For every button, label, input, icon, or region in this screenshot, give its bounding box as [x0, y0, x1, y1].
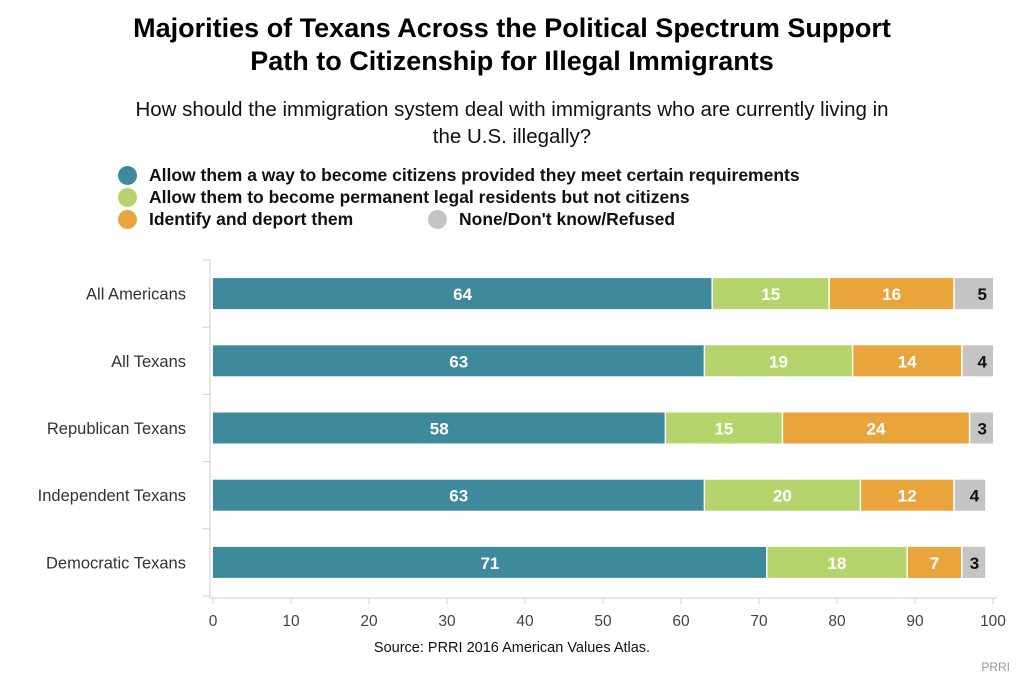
category-label: Republican Texans [47, 420, 186, 438]
bar-segment [213, 479, 705, 511]
x-tick-label: 70 [750, 613, 768, 630]
category-label: All Texans [111, 353, 186, 371]
category-label: Democratic Texans [46, 554, 186, 572]
category-label: Independent Texans [38, 487, 186, 505]
source-note: Source: PRRI 2016 American Values Atlas. [373, 640, 651, 656]
bar-value-label: 4 [970, 487, 980, 506]
bar-value-label: 3 [978, 420, 987, 439]
bar-segment [766, 546, 908, 578]
x-tick-label: 60 [672, 613, 690, 630]
legend-swatch-deport [118, 210, 137, 229]
bar-value-label: 19 [769, 352, 788, 371]
bar-segment [961, 546, 986, 578]
x-tick-label: 30 [438, 613, 456, 630]
bar-value-label: 15 [761, 285, 780, 304]
bar-segment [704, 345, 853, 377]
legend-label-residency: Allow them to become permanent legal res… [149, 187, 690, 207]
bar-segment [829, 278, 954, 310]
bar-value-label: 20 [773, 487, 792, 506]
legend-swatch-residency [118, 188, 137, 207]
legend-item-deport: Identify and deport them [118, 209, 353, 230]
bar-segment [213, 546, 767, 578]
x-tick-label: 80 [828, 613, 846, 630]
legend-item-none: None/Don't know/Refused [428, 209, 675, 230]
bar-value-label: 12 [898, 487, 917, 506]
x-tick-label: 20 [360, 613, 378, 630]
chart-subtitle: How should the immigration system deal w… [40, 96, 984, 150]
bar-segment [704, 479, 861, 511]
brand-mark: PRRI [981, 660, 1010, 674]
legend-swatch-citizenship [118, 166, 137, 185]
x-tick-label: 40 [516, 613, 534, 630]
bar-value-label: 15 [714, 420, 733, 439]
bar-value-label: 4 [978, 352, 988, 371]
legend-swatch-none [428, 210, 447, 229]
bar-value-label: 64 [453, 285, 472, 304]
bar-segment [954, 479, 986, 511]
chart-subtitle-line-2: the U.S. illegally? [432, 125, 592, 148]
bar-segment [213, 412, 666, 444]
bar-value-label: 14 [898, 352, 917, 371]
bar-segment [961, 345, 993, 377]
legend-item-residency: Allow them to become permanent legal res… [118, 187, 690, 208]
x-tick-label: 100 [980, 613, 1006, 630]
bar-value-label: 7 [930, 554, 939, 573]
x-tick-label: 50 [594, 613, 612, 630]
bar-value-label: 63 [449, 352, 468, 371]
chart-title-line-2: Path to Citizenship for Illegal Immigran… [250, 46, 774, 76]
legend-item-citizenship: Allow them a way to become citizens prov… [118, 165, 800, 186]
bar-segment [213, 345, 705, 377]
x-tick-label: 10 [282, 613, 300, 630]
bar-value-label: 63 [449, 487, 468, 506]
category-label: All Americans [86, 286, 186, 304]
x-tick-label: 90 [906, 613, 924, 630]
bar-value-label: 5 [978, 285, 987, 304]
chart-subtitle-line-1: How should the immigration system deal w… [135, 98, 889, 121]
bar-segment [860, 479, 954, 511]
legend-label-deport: Identify and deport them [149, 209, 354, 229]
bar-segment [907, 546, 962, 578]
bar-value-label: 24 [867, 420, 886, 439]
bar-segment [712, 278, 830, 310]
bar-value-label: 18 [828, 554, 847, 573]
bar-segment [954, 278, 993, 310]
bar-value-label: 58 [430, 420, 449, 439]
legend-label-none: None/Don't know/Refused [459, 209, 676, 229]
bar-segment [782, 412, 970, 444]
bar-value-label: 16 [882, 285, 901, 304]
bar-segment [969, 412, 993, 444]
bar-value-label: 3 [970, 554, 979, 573]
chart-title: Majorities of Texans Across the Politica… [0, 12, 1024, 78]
bar-segment [852, 345, 962, 377]
legend-label-citizenship: Allow them a way to become citizens prov… [149, 165, 800, 185]
x-tick-label: 0 [209, 613, 218, 630]
bar-segment [213, 278, 713, 310]
bar-value-label: 71 [480, 554, 499, 573]
bar-segment [665, 412, 783, 444]
chart-title-line-1: Majorities of Texans Across the Politica… [133, 13, 891, 43]
